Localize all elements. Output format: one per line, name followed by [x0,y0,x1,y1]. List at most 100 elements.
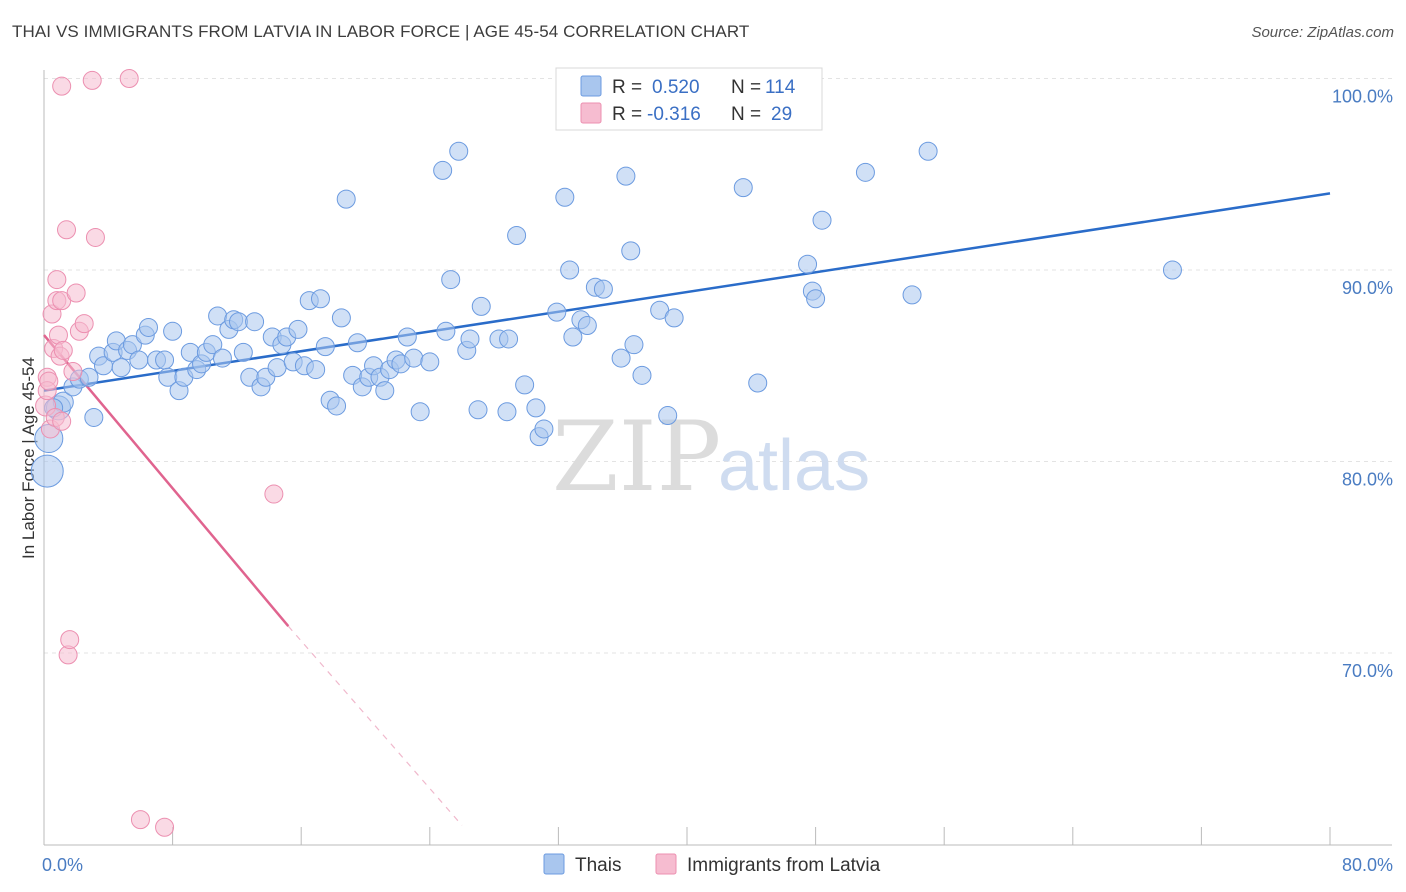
data-point-thais [507,226,527,246]
legend-n-label-latvia: N = [731,104,761,125]
data-point-thais [245,312,265,332]
data-point-thais [471,296,491,316]
watermark-zip: ZIP [552,401,721,513]
data-point-latvia [264,484,284,504]
data-point-thais [436,321,456,341]
data-point-thais [499,329,519,349]
trend-line-thais [43,192,1331,392]
data-point-latvia [130,810,150,830]
data-point-thais [331,308,351,328]
data-point-thais [441,270,461,290]
data-point-latvia [57,220,77,240]
legend-r-value-latvia: -0.316 [647,104,701,125]
legend-r-label-latvia: R = [612,104,642,125]
data-point-latvia [52,76,72,96]
bottom-legend-swatch-thais [543,853,565,875]
data-point-latvia [60,630,80,650]
data-point-thais [1162,260,1182,280]
data-point-thais [855,162,875,182]
data-point-thais [404,348,424,368]
chart-title: THAI VS IMMIGRANTS FROM LATVIA IN LABOR … [12,22,750,41]
x-tick-label: 0.0% [42,855,83,875]
data-point-thais [733,178,753,198]
data-point-thais [806,289,826,309]
gridlines [44,78,1392,654]
data-point-thais [129,350,149,370]
data-point-thais [375,381,395,401]
data-point-thais [111,358,131,378]
bottom-legend-label-latvia: Immigrants from Latvia [687,855,881,876]
data-point-latvia [53,340,73,360]
data-point-thais [433,160,453,180]
bottom-legend-label-thais: Thais [575,855,621,876]
source-label: Source: ZipAtlas.com [1251,24,1394,41]
data-point-thais [327,396,347,416]
legend-swatch-latvia [580,102,602,124]
legend-r-label-thais: R = [612,77,642,98]
data-point-thais [560,260,580,280]
data-point-thais [310,289,330,309]
legend-r-value-thais: 0.520 [652,77,700,98]
data-point-thais [658,406,678,426]
watermark-atlas: atlas [718,426,870,506]
bottom-legend: Thais Immigrants from Latvia [543,853,881,876]
data-point-thais [577,316,597,336]
y-axis-label: In Labor Force | Age 45-54 [19,357,38,559]
data-point-thais [267,358,287,378]
data-point-thais [515,375,535,395]
data-point-thais [397,327,417,347]
data-point-thais [526,398,546,418]
data-point-thais [460,329,480,349]
y-tick-label: 90.0% [1342,278,1393,298]
data-point-thais [212,348,232,368]
watermark: ZIP atlas [552,401,870,513]
data-point-thais [624,335,644,355]
y-tick-label: 100.0% [1332,87,1393,107]
y-tick-label: 80.0% [1342,470,1393,490]
data-point-latvia [52,411,72,431]
x-tick-labels: 0.0% 80.0% [42,855,1393,875]
data-point-thais [748,373,768,393]
data-point-thais [79,367,99,387]
data-point-thais [336,189,356,209]
data-point-thais [918,141,938,161]
data-point-thais [410,402,430,422]
data-point-thais [163,321,183,341]
trend-line-latvia-extension [287,625,463,826]
data-point-thais [30,454,64,488]
data-point-latvia [74,314,94,334]
data-point-thais [547,302,567,322]
data-point-latvia [119,69,139,88]
data-point-thais [84,407,104,427]
data-point-thais [420,352,440,372]
data-point-thais [229,312,249,332]
data-point-latvia [82,70,102,90]
data-points [30,69,1182,837]
data-point-thais [155,350,175,370]
data-point-thais [233,342,253,362]
legend-n-value-thais: 114 [765,77,796,98]
data-point-thais [902,285,922,305]
legend-swatch-thais [580,75,602,97]
data-point-thais [632,365,652,385]
x-tick-label: 80.0% [1342,855,1393,875]
data-point-thais [555,187,575,207]
data-point-thais [138,317,158,337]
data-point-thais [616,166,636,186]
data-point-latvia [155,817,175,837]
data-point-latvia [63,361,83,381]
data-point-latvia [39,371,59,391]
legend-n-value-latvia: 29 [771,104,792,125]
data-point-thais [315,337,335,357]
data-point-thais [621,241,641,261]
data-point-thais [203,335,223,355]
y-tick-labels: 70.0% 80.0% 90.0% 100.0% [1332,87,1393,682]
data-point-thais [497,402,517,422]
data-point-thais [798,254,818,274]
legend-n-label-thais: N = [731,77,761,98]
data-point-thais [664,308,684,328]
data-point-thais [593,279,613,299]
data-point-thais [347,333,367,353]
data-point-thais [468,400,488,420]
